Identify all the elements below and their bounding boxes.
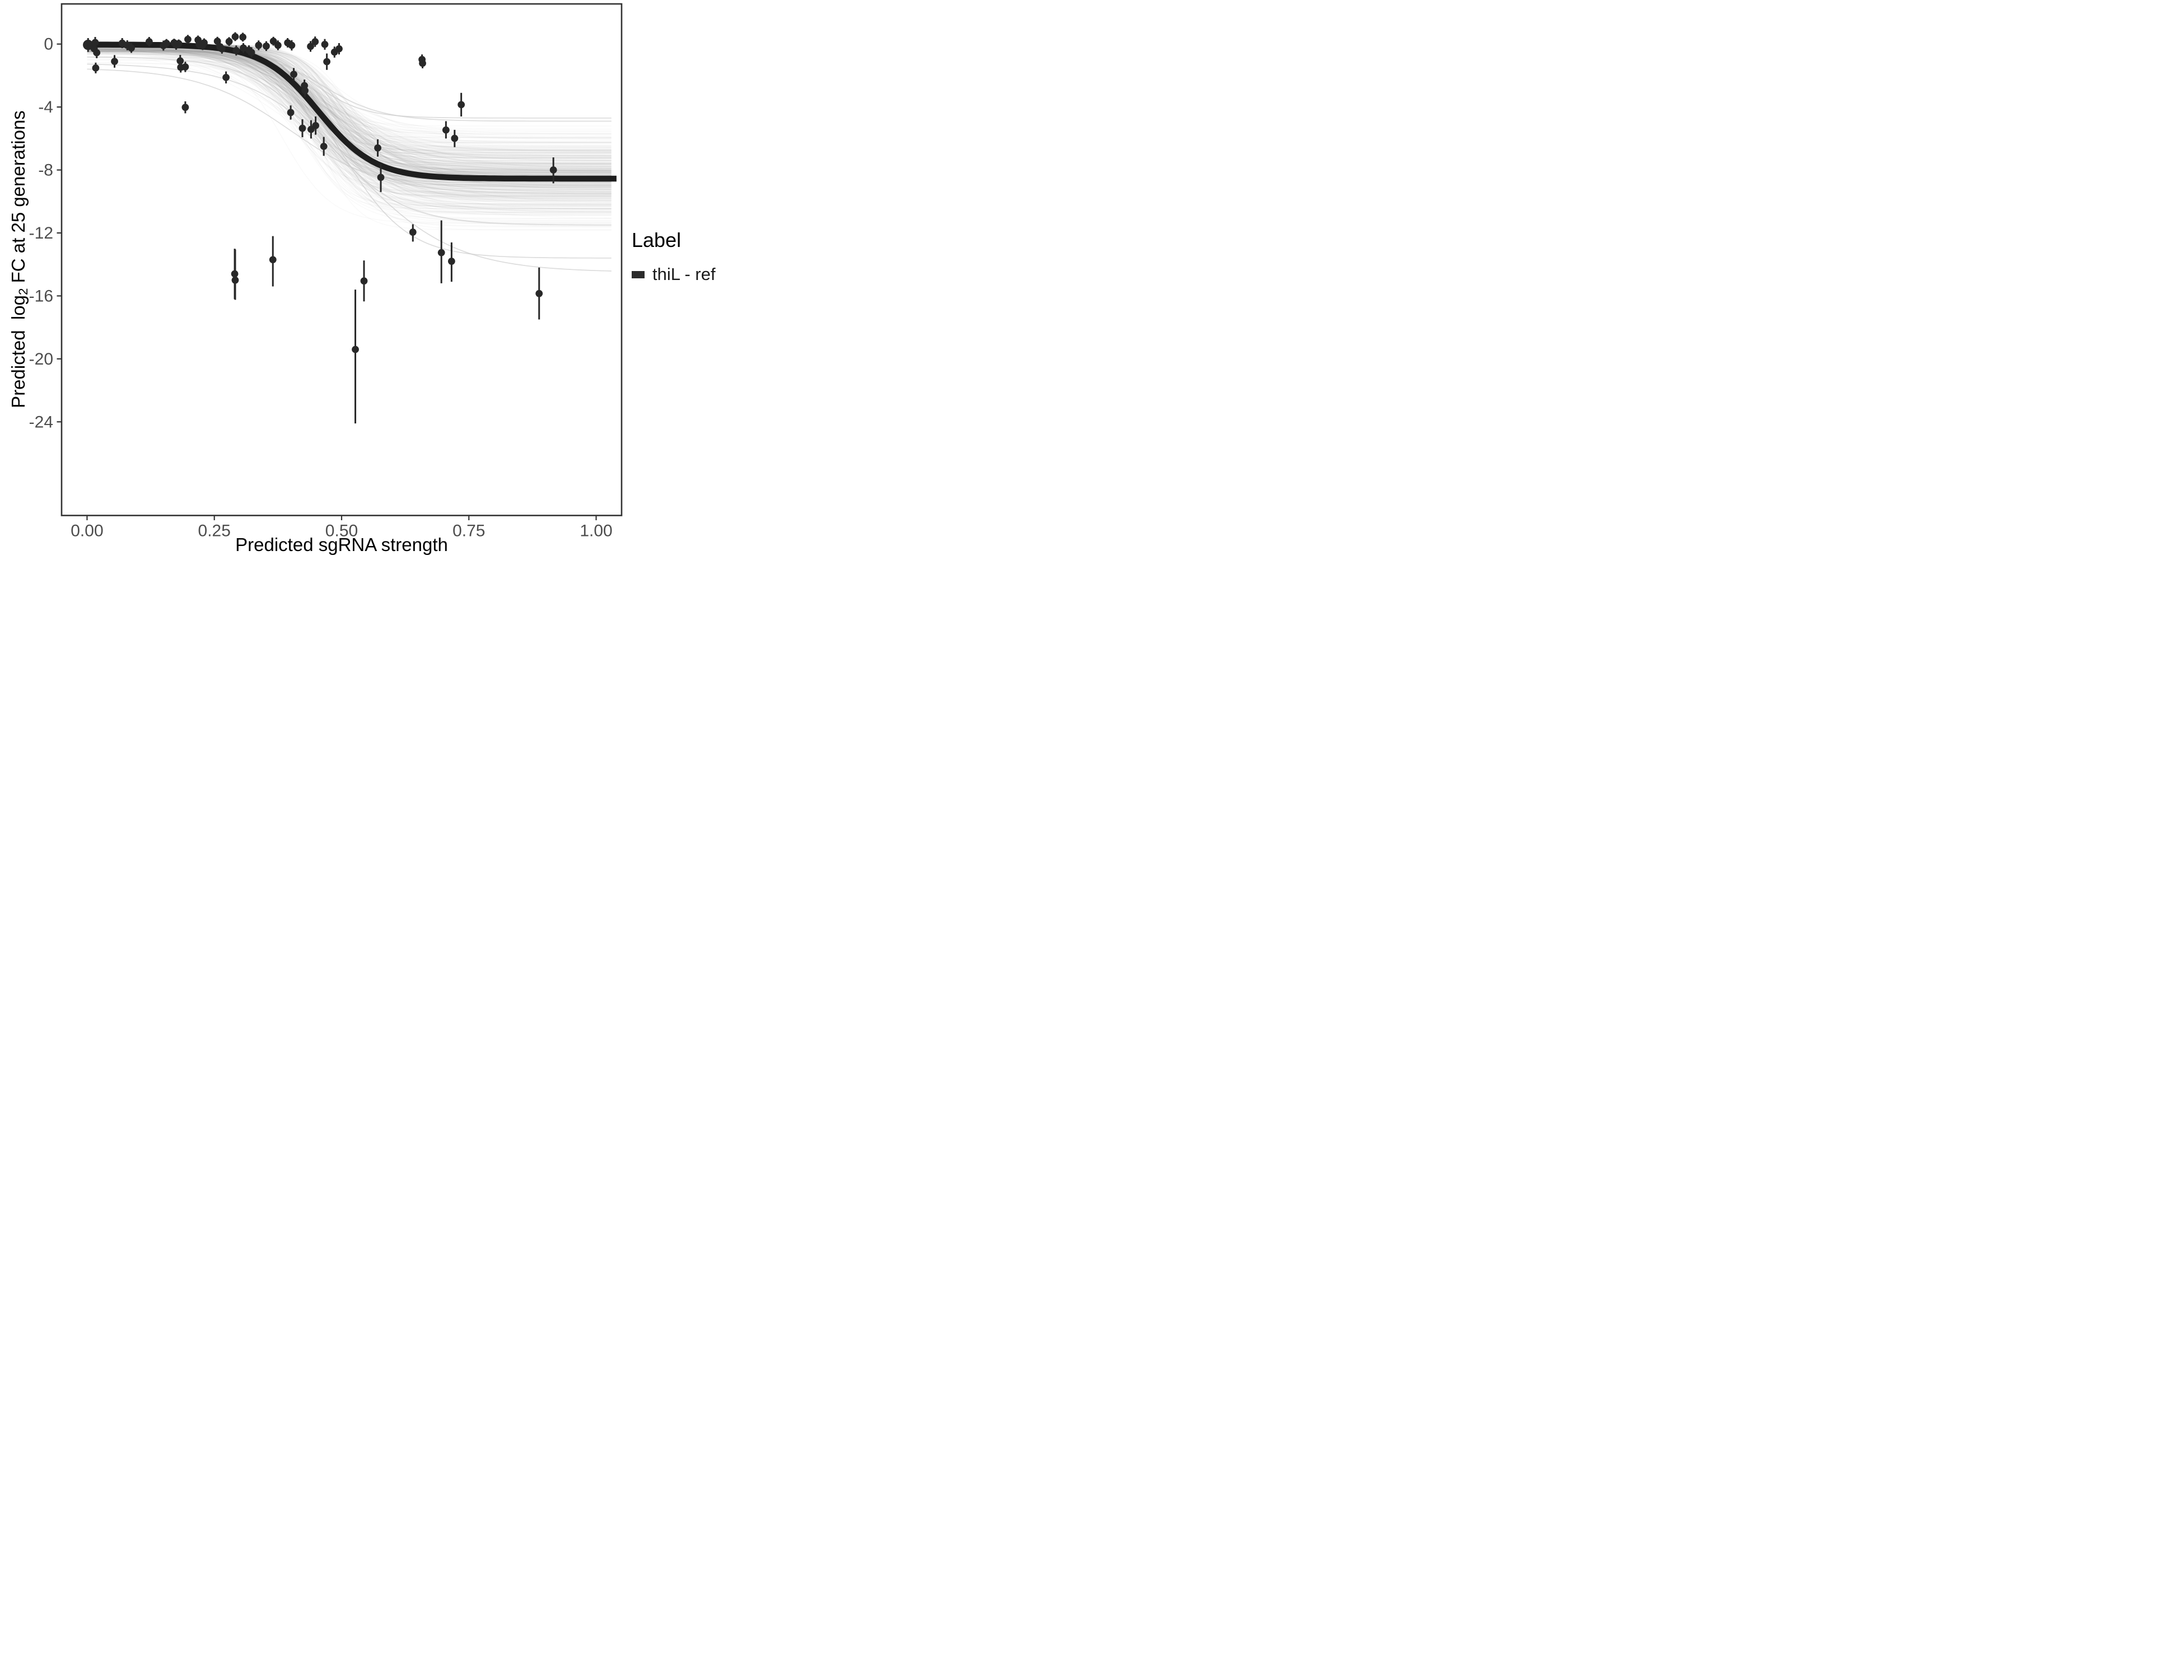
- x-tick-label: 1.00: [580, 522, 612, 540]
- panel-border: [60, 3, 623, 516]
- data-point: [409, 228, 417, 236]
- data-point: [321, 40, 329, 48]
- data-point: [374, 144, 381, 152]
- y-tick-label: 0: [44, 35, 53, 54]
- x-tick-label: 0.75: [452, 522, 485, 540]
- x-tick-label: 0.25: [198, 522, 231, 540]
- data-point: [91, 39, 99, 46]
- data-point: [145, 38, 153, 45]
- data-point: [298, 124, 306, 132]
- data-point: [83, 39, 94, 50]
- data-point: [274, 41, 282, 49]
- y-tick-label: -12: [29, 224, 53, 242]
- data-point: [92, 64, 100, 72]
- data-point: [240, 44, 247, 52]
- data-point: [312, 122, 320, 129]
- data-point: [377, 174, 385, 181]
- data-point: [232, 46, 240, 54]
- y-axis-title: Predicted log2 FC at 25 generations: [8, 110, 30, 408]
- chart-canvas: 0.00 0.25 0.50 0.75 1.00 0 -4 -8 -12 -16 -20 -24: [29, 3, 623, 540]
- data-points: [83, 32, 557, 424]
- data-point: [442, 126, 450, 134]
- data-point: [231, 276, 239, 284]
- x-tick-label: 0.50: [325, 522, 358, 540]
- data-point: [269, 38, 277, 45]
- data-point: [200, 39, 208, 46]
- data-point: [218, 45, 226, 53]
- y-axis-title-text-tail: FC at 25 generations: [8, 110, 29, 288]
- y-tick-label: -24: [29, 413, 53, 431]
- data-point: [352, 346, 359, 353]
- data-point: [549, 166, 557, 174]
- data-point: [320, 142, 328, 150]
- x-tick-label: 0.00: [71, 522, 103, 540]
- legend-entry-label: thiL - ref: [652, 264, 716, 284]
- data-point: [248, 49, 255, 56]
- legend-title: Label: [632, 228, 682, 251]
- y-axis-title-text: Predicted log: [8, 295, 29, 408]
- data-point: [360, 277, 368, 285]
- plot-panel: [87, 41, 617, 272]
- legend: Label thiL - ref: [632, 228, 716, 284]
- data-point: [128, 44, 135, 52]
- y-tick-label: -20: [29, 350, 53, 368]
- data-point: [419, 59, 426, 67]
- y-axis-title-subscript: 2: [16, 288, 30, 296]
- data-point: [535, 290, 543, 297]
- y-tick-label: -8: [38, 161, 53, 180]
- x-axis-title: Predicted sgRNA strength: [235, 534, 448, 555]
- data-point: [311, 38, 319, 45]
- data-point: [458, 101, 465, 109]
- data-point: [307, 43, 314, 50]
- data-point: [290, 71, 297, 78]
- y-tick-label: -4: [38, 98, 53, 116]
- data-point: [222, 73, 230, 81]
- data-point: [269, 256, 277, 264]
- data-point: [255, 41, 263, 49]
- data-point: [437, 249, 445, 256]
- data-point: [181, 63, 189, 71]
- data-point: [239, 33, 247, 41]
- data-point: [176, 57, 184, 65]
- x-axis: 0.00 0.25 0.50 0.75 1.00: [71, 515, 613, 540]
- data-point: [288, 41, 296, 49]
- legend-key-swatch: [632, 270, 645, 278]
- data-point: [184, 35, 192, 43]
- data-point: [263, 42, 270, 50]
- data-point: [111, 58, 118, 65]
- y-axis: 0 -4 -8 -12 -16 -20 -24: [29, 35, 62, 431]
- data-point: [93, 49, 101, 57]
- y-tick-label: -16: [29, 287, 53, 305]
- data-point: [175, 40, 183, 48]
- data-point: [447, 258, 455, 265]
- data-point: [162, 39, 170, 47]
- data-point: [301, 87, 309, 95]
- legend-entry: thiL - ref: [632, 264, 716, 284]
- scatter-figure: 0.00 0.25 0.50 0.75 1.00 0 -4 -8 -12 -16 -20 -24 Pr…: [0, 0, 728, 560]
- data-point: [451, 134, 459, 142]
- data-point: [323, 58, 331, 66]
- data-point: [225, 38, 233, 45]
- data-point: [287, 109, 295, 116]
- posterior-draws: [87, 44, 612, 272]
- data-point: [231, 33, 239, 40]
- data-point: [181, 104, 189, 111]
- data-point: [335, 45, 343, 53]
